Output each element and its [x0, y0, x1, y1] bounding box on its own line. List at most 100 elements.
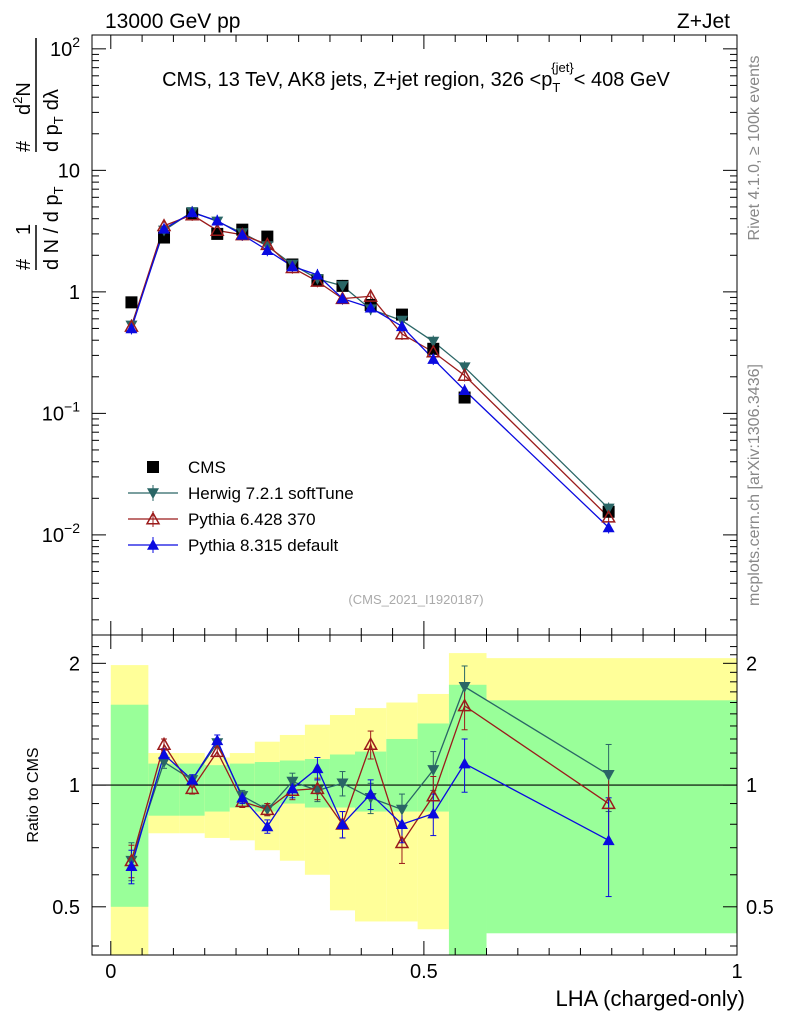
- pythia8-ratio-point: [261, 820, 274, 832]
- svg-text:d N / d pT: d N / d pT: [41, 186, 66, 270]
- pythia6-ratio-point: [184, 781, 200, 795]
- cms-main-point: [211, 227, 224, 240]
- herwig-ratio-point: [286, 776, 299, 788]
- main-series-markers: [124, 206, 616, 533]
- pythia8-ratio-line: [130, 738, 609, 867]
- pythia6-main-point: [310, 273, 325, 287]
- herwig-main-point: [336, 281, 349, 292]
- ratio-y-tick-label-left: 2: [69, 653, 80, 675]
- pythia8-main-point: [236, 228, 249, 240]
- ratio-band-inner: [110, 704, 149, 907]
- chart-title: CMS, 13 TeV, AK8 jets, Z+jet region, 326…: [162, 60, 670, 95]
- ratio-y-tick-label-right: 0.5: [746, 897, 774, 919]
- pythia6-main-point: [209, 222, 225, 237]
- main-y-axis-label: # 1 d N / d pT # d2N d pTdλ: [10, 38, 66, 270]
- ratio-band-inner: [448, 684, 487, 955]
- legend-marker-cms: [147, 461, 159, 473]
- pythia8-ratio-point: [336, 818, 349, 830]
- pythia6-ratio-point: [260, 801, 275, 816]
- herwig-main-point: [602, 503, 615, 515]
- pythia8-ratio-point: [211, 734, 224, 746]
- legend-marker-pythia6: [145, 511, 161, 525]
- main-panel: 102 10 1 10−1 10−2 CMS, 13 TeV, AK8 jets, Z+…: [10, 34, 738, 636]
- pythia8-ratio-point: [395, 818, 408, 830]
- pythia8-main-point: [364, 301, 377, 313]
- ratio-y-tick-label-right: 1: [746, 775, 757, 797]
- pythia8-ratio-point: [158, 748, 171, 760]
- pythia8-main-point: [458, 384, 471, 396]
- herwig-main-point: [458, 362, 471, 374]
- main-y-tick-label: 1: [69, 282, 80, 304]
- ratio-y-tick-label-right: 2: [746, 653, 757, 675]
- pythia8-ratio-point: [186, 773, 199, 785]
- process-label: Z+Jet: [677, 10, 730, 33]
- pythia8-main-point: [602, 521, 615, 533]
- svg-text:#: #: [13, 258, 35, 270]
- legend-label-cms: CMS: [188, 458, 226, 477]
- main-y-tick-label: 10: [58, 160, 80, 182]
- pythia8-main-point: [311, 268, 324, 280]
- main-y-tick-label: 10−1: [42, 398, 80, 425]
- ratio-ticks: 0.5 0.5 1 1 2 2 0 0.5 1: [52, 635, 774, 983]
- herwig-main-point: [427, 336, 440, 348]
- main-y-tick-labels: 102 10 1 10−1 10−2: [42, 34, 80, 547]
- pythia6-main-point: [457, 367, 472, 382]
- x-axis-label: LHA (charged-only): [555, 986, 745, 1011]
- main-minor-ticks: [92, 35, 738, 635]
- herwig-ratio-point: [427, 765, 440, 776]
- x-tick-label: 0.5: [410, 961, 438, 983]
- herwig-ratio-point: [158, 757, 171, 769]
- pythia8-ratio-point: [125, 860, 138, 872]
- pythia8-ratio-point: [286, 782, 299, 794]
- pythia8-ratio-point: [364, 788, 377, 799]
- pythia8-main-point: [211, 214, 224, 226]
- pythia8-main-point: [261, 244, 274, 256]
- herwig-ratio-point: [336, 778, 349, 790]
- herwig-ratio-point: [602, 770, 615, 781]
- x-tick-label: 0: [105, 961, 116, 983]
- main-y-tick-label: 102: [50, 34, 80, 61]
- ratio-y-tick-label-left: 1: [69, 775, 80, 797]
- herwig-ratio-point: [458, 681, 471, 693]
- ratio-band-inner: [204, 765, 230, 812]
- rivet-label: Rivet 4.1.0, ≥ 100k events: [746, 56, 763, 241]
- pythia8-main-point: [186, 206, 199, 218]
- legend: CMS Herwig 7.2.1 softTune Pythia 6.428 370…: [128, 458, 354, 555]
- legend-label-pythia6: Pythia 6.428 370: [188, 510, 316, 529]
- pythia8-ratio-point: [236, 791, 249, 803]
- legend-item-herwig: Herwig 7.2.1 softTune: [128, 484, 354, 503]
- pythia8-ratio-point: [602, 834, 615, 846]
- ratio-series-markers: [124, 681, 616, 872]
- ratio-y-axis-label: Ratio to CMS: [25, 747, 42, 842]
- ratio-band-inner: [148, 763, 180, 816]
- x-tick-label: 1: [731, 961, 742, 983]
- pythia6-main-point: [363, 288, 378, 302]
- ratio-uncertainty-bands: [110, 653, 737, 955]
- pythia6-ratio-point: [363, 736, 378, 751]
- pythia8-main-point: [286, 260, 299, 272]
- ratio-frame: [91, 634, 738, 956]
- legend-item-pythia8: Pythia 8.315 default: [128, 536, 339, 555]
- svg-text:d pTdλ: d pTdλ: [41, 89, 66, 152]
- pythia8-main-point: [336, 292, 349, 304]
- cms-main-point: [125, 296, 138, 309]
- watermark-label: (CMS_2021_I1920187): [348, 592, 483, 607]
- legend-marker-pythia8: [147, 539, 159, 550]
- legend-label-pythia8: Pythia 8.315 default: [188, 536, 339, 555]
- pythia6-ratio-point: [457, 698, 472, 712]
- legend-label-herwig: Herwig 7.2.1 softTune: [188, 484, 354, 503]
- main-y-tick-label: 10−2: [42, 520, 80, 547]
- pythia6-ratio-point: [310, 781, 325, 795]
- pythia8-ratio-point: [311, 762, 324, 774]
- pythia8-ratio-point: [458, 757, 471, 769]
- svg-text:d2N: d2N: [10, 82, 35, 115]
- pythia6-ratio-point: [601, 796, 616, 810]
- pythia6-ratio-point: [394, 835, 410, 849]
- pythia8-main-point: [395, 320, 408, 332]
- legend-item-pythia6: Pythia 6.428 370: [128, 510, 316, 529]
- pythia8-main-line: [130, 211, 610, 528]
- ratio-y-tick-label-left: 0.5: [52, 897, 80, 919]
- cms-main-point: [158, 231, 171, 244]
- pythia8-main-point: [158, 222, 171, 234]
